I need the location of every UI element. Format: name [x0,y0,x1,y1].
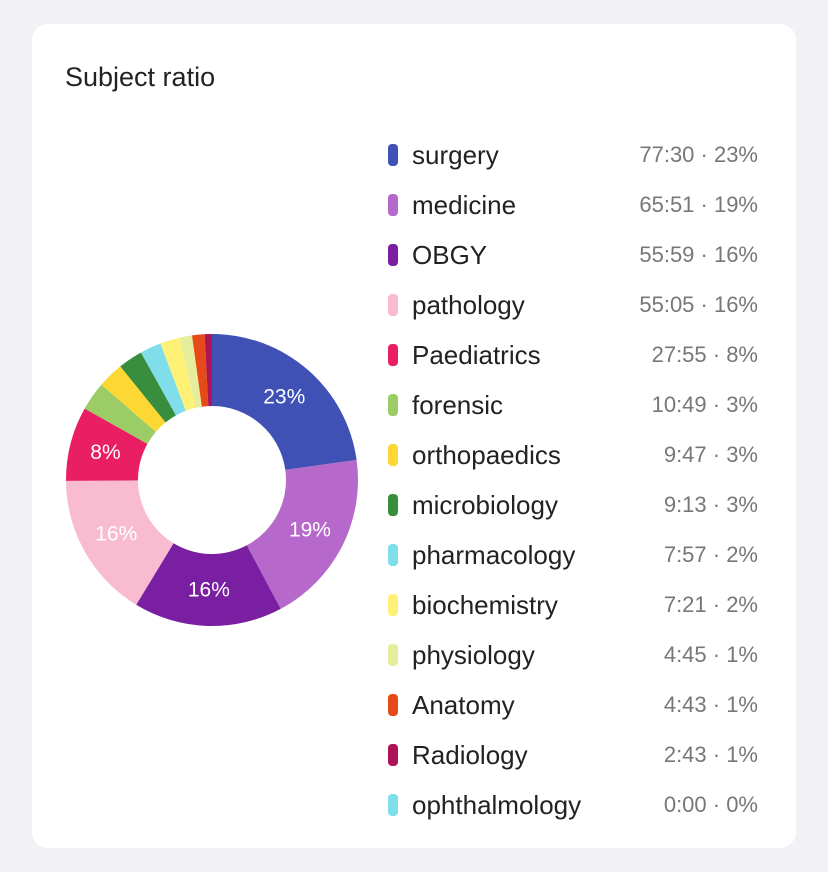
card-title: Subject ratio [65,62,216,92]
slice-obgy [136,543,281,626]
legend-item: ophthalmology 0:00 · 0% [388,780,758,830]
legend-subject-name: pathology [412,289,525,320]
legend-item: Radiology 2:43 · 1% [388,730,758,780]
legend-subject-stat: 10:49 · 3% [651,392,758,417]
legend-item: physiology 4:45 · 1% [388,630,758,680]
legend-subject-stat: 55:59 · 16% [639,242,758,267]
chart-legend: surgery 77:30 · 23% medicine 65:51 · 19% OBG… [388,130,758,830]
legend-subject-name: orthopaedics [412,439,561,470]
slice-anatomy [191,334,209,407]
legend-subject-name: physiology [412,639,535,670]
legend-subject-name: ophthalmology [412,789,582,820]
legend-item: biochemistry 7:21 · 2% [388,580,758,630]
legend-subject-name: medicine [412,189,517,220]
legend-subject-name: forensic [412,389,504,420]
legend-swatch [388,294,398,316]
slice-paediatrics [66,408,148,481]
legend-subject-stat: 27:55 · 8% [651,342,758,367]
slice-biochemistry [160,337,196,411]
legend-swatch [388,694,398,716]
slice-medicine [246,460,358,609]
legend-item: orthopaedics 9:47 · 3% [388,430,758,480]
legend-swatch [388,144,398,166]
legend-swatch [388,794,398,816]
legend-subject-stat: 4:45 · 1% [663,642,758,667]
legend-swatch [388,244,398,266]
legend-subject-name: OBGY [412,239,488,270]
legend-item: microbiology 9:13 · 3% [388,480,758,530]
legend-item: surgery 77:30 · 23% [388,130,758,180]
legend-subject-stat: 9:13 · 3% [663,492,758,517]
legend-swatch [388,594,398,616]
slice-physiology [179,335,202,408]
legend-subject-stat: 77:30 · 23% [639,142,758,167]
legend-subject-stat: 4:43 · 1% [663,692,758,717]
legend-subject-stat: 65:51 · 19% [639,192,758,217]
legend-subject-name: Radiology [412,739,528,770]
legend-item: medicine 65:51 · 19% [388,180,758,230]
slice-pathology [66,480,174,605]
slice-microbiology [120,352,176,423]
legend-item: OBGY 55:59 · 16% [388,230,758,280]
legend-subject-name: Anatomy [412,689,515,720]
slice-orthopaedics [101,366,166,432]
subject-ratio-card: Subject ratio 23% 19% 16% 16% 8% surgery 77:3… [32,24,796,848]
slice-label: 23% [263,386,305,409]
legend-item: Anatomy 4:43 · 1% [388,680,758,730]
legend-subject-stat: 7:57 · 2% [663,542,758,567]
legend-subject-name: microbiology [412,489,558,520]
legend-swatch [388,194,398,216]
legend-item: forensic 10:49 · 3% [388,380,758,430]
legend-swatch [388,644,398,666]
legend-subject-stat: 2:43 · 1% [663,742,758,767]
legend-subject-name: surgery [412,139,499,170]
slice-radiology [204,334,212,407]
legend-swatch [388,744,398,766]
slice-label: 19% [289,519,331,542]
legend-item: pharmacology 7:57 · 2% [388,530,758,580]
legend-subject-name: biochemistry [412,589,558,620]
legend-subject-stat: 9:47 · 3% [663,442,758,467]
legend-swatch [388,544,398,566]
legend-subject-name: Paediatrics [412,339,541,370]
legend-subject-name: pharmacology [412,539,576,570]
donut-chart: 23% 19% 16% 16% 8% [66,334,358,626]
legend-swatch [388,394,398,416]
legend-swatch [388,494,398,516]
slice-forensic [84,384,156,444]
legend-item: pathology 55:05 · 16% [388,280,758,330]
legend-swatch [388,344,398,366]
slice-surgery [212,334,357,470]
slice-label: 16% [188,578,230,601]
legend-swatch [388,444,398,466]
slice-label: 16% [95,523,137,546]
legend-subject-stat: 0:00 · 0% [663,792,758,817]
slice-pharmacology [140,343,186,416]
legend-subject-stat: 7:21 · 2% [663,592,758,617]
legend-item: Paediatrics 27:55 · 8% [388,330,758,380]
legend-subject-stat: 55:05 · 16% [639,292,758,317]
slice-label: 8% [90,441,120,464]
